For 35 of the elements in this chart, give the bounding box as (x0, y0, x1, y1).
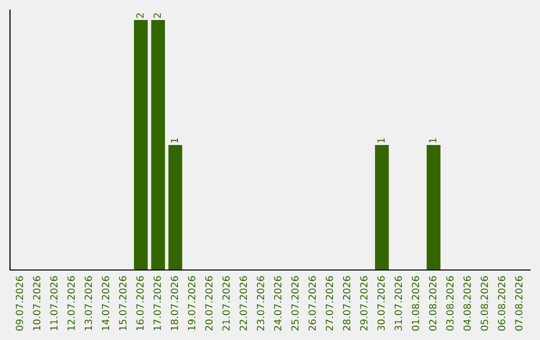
x-tick-label: 21.07.2026 (222, 276, 230, 331)
x-tick-label: 29.07.2026 (360, 276, 368, 331)
x-tick-label: 06.08.2026 (498, 276, 506, 331)
x-tick-label: 27.07.2026 (326, 276, 334, 331)
x-tick-label: 28.07.2026 (342, 276, 350, 331)
x-tick-label: 07.08.2026 (515, 276, 522, 331)
x-tick-label: 22.07.2026 (240, 276, 247, 331)
x-tick-label: 14.07.2026 (102, 276, 110, 330)
x-tick-label: 09.07.2026 (16, 276, 24, 331)
x-tick-label: 23.07.2026 (256, 276, 264, 331)
x-tick-label: 10.07.2026 (33, 276, 40, 330)
x-tick-label: 17.07.2026 (154, 276, 161, 330)
x-tick-label: 19.07.2026 (188, 276, 196, 330)
x-tick-label: 05.08.2026 (480, 276, 488, 331)
x-tick-label: 01.08.2026 (412, 276, 420, 331)
x-tick-label: 15.07.2026 (119, 276, 126, 330)
x-tick-label: 13.07.2026 (84, 276, 92, 330)
x-tick-label: 04.08.2026 (463, 276, 471, 331)
x-tick-label: 12.07.2026 (67, 276, 75, 330)
x-tick-label: 02.08.2026 (429, 276, 436, 331)
x-tick-label: 03.08.2026 (446, 276, 454, 331)
x-tick-label: 11.07.2026 (50, 276, 58, 330)
x-tick-label: 26.07.2026 (308, 276, 316, 331)
x-tick-label: 20.07.2026 (205, 276, 213, 331)
data-label: 1 (170, 138, 178, 143)
x-tick-label: 24.07.2026 (274, 276, 282, 331)
x-tick-label: 31.07.2026 (394, 276, 402, 330)
x-tick-label: 25.07.2026 (291, 276, 299, 331)
x-tick-label: 18.07.2026 (170, 276, 178, 330)
x-tick-label: 30.07.2026 (377, 276, 385, 330)
data-label: 2 (154, 13, 161, 18)
data-label: 1 (378, 138, 385, 143)
data-label: 2 (136, 13, 144, 18)
data-label: 1 (429, 138, 436, 143)
x-tick-label: 16.07.2026 (136, 276, 144, 330)
